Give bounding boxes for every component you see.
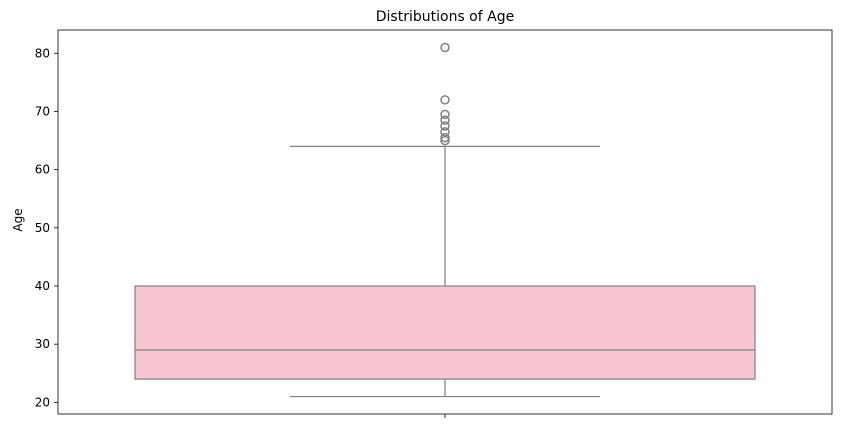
y-tick-label: 70 [35,104,50,118]
iqr-box [134,285,756,380]
plot-area: 20 30 40 50 60 70 80 [35,42,756,418]
outlier-point [440,132,450,143]
y-axis-label: Age [11,208,25,231]
y-tick-label: 80 [35,46,50,60]
y-tick-label: 50 [35,221,50,235]
outlier-point [440,115,450,125]
y-tick-label: 40 [35,279,50,293]
outlier-point [440,42,450,53]
y-tick-label: 20 [35,395,50,409]
outlier-point [440,121,450,131]
outlier-point [440,127,450,137]
chart-title: Distributions of Age [376,9,514,25]
outlier-point [440,109,450,120]
y-tick-label: 60 [35,163,50,177]
plot-frame [57,29,833,415]
outlier-point [440,95,450,105]
y-tick-label: 30 [35,337,50,351]
